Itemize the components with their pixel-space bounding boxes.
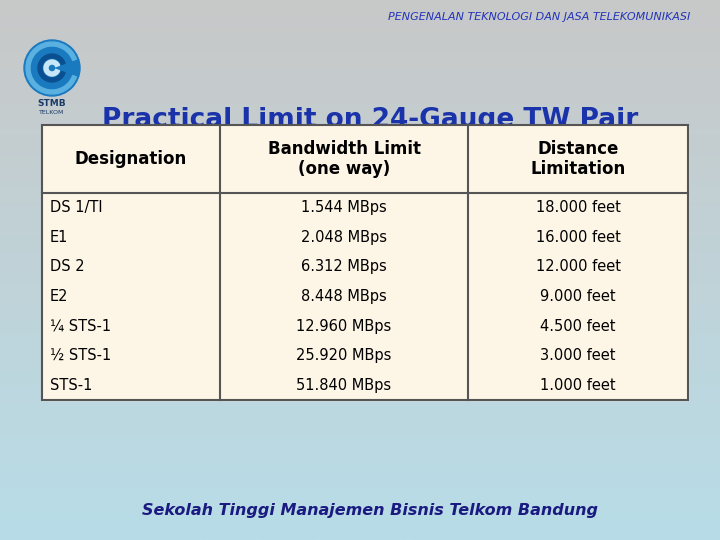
Text: Practical Limit on 24-Gauge TW Pair: Practical Limit on 24-Gauge TW Pair <box>102 107 638 133</box>
Text: TELKOM: TELKOM <box>40 110 65 114</box>
Text: 9.000 feet: 9.000 feet <box>541 289 616 304</box>
Text: 3.000 feet: 3.000 feet <box>541 348 616 363</box>
Text: Sekolah Tinggi Manajemen Bisnis Telkom Bandung: Sekolah Tinggi Manajemen Bisnis Telkom B… <box>142 503 598 517</box>
Text: STS-1: STS-1 <box>50 377 92 393</box>
Text: E2: E2 <box>50 289 68 304</box>
Text: E1: E1 <box>50 230 68 245</box>
Text: ¼ STS-1: ¼ STS-1 <box>50 319 111 334</box>
Text: 16.000 feet: 16.000 feet <box>536 230 621 245</box>
Text: 12.000 feet: 12.000 feet <box>536 259 621 274</box>
Text: DS 2: DS 2 <box>50 259 85 274</box>
Text: DS 1/TI: DS 1/TI <box>50 200 103 215</box>
Text: ½ STS-1: ½ STS-1 <box>50 348 112 363</box>
Text: Bandwidth Limit
(one way): Bandwidth Limit (one way) <box>268 140 420 178</box>
Text: 2.048 MBps: 2.048 MBps <box>301 230 387 245</box>
Bar <box>42 125 688 400</box>
Text: Distance
Limitation: Distance Limitation <box>531 140 626 178</box>
Wedge shape <box>32 48 71 88</box>
Text: STMB: STMB <box>37 99 66 109</box>
Circle shape <box>24 40 80 96</box>
Wedge shape <box>38 54 65 82</box>
Text: 51.840 MBps: 51.840 MBps <box>297 377 392 393</box>
Bar <box>42 125 688 400</box>
Text: 12.960 MBps: 12.960 MBps <box>297 319 392 334</box>
Text: PENGENALAN TEKNOLOGI DAN JASA TELEKOMUNIKASI: PENGENALAN TEKNOLOGI DAN JASA TELEKOMUNI… <box>388 12 690 22</box>
Text: 8.448 MBps: 8.448 MBps <box>301 289 387 304</box>
Text: Designation: Designation <box>75 150 187 168</box>
Text: 4.500 feet: 4.500 feet <box>541 319 616 334</box>
Text: 25.920 MBps: 25.920 MBps <box>297 348 392 363</box>
Text: 18.000 feet: 18.000 feet <box>536 200 621 215</box>
Wedge shape <box>26 42 76 94</box>
Text: 1.000 feet: 1.000 feet <box>541 377 616 393</box>
Text: 1.544 MBps: 1.544 MBps <box>301 200 387 215</box>
Wedge shape <box>44 60 60 76</box>
Text: 6.312 MBps: 6.312 MBps <box>301 259 387 274</box>
